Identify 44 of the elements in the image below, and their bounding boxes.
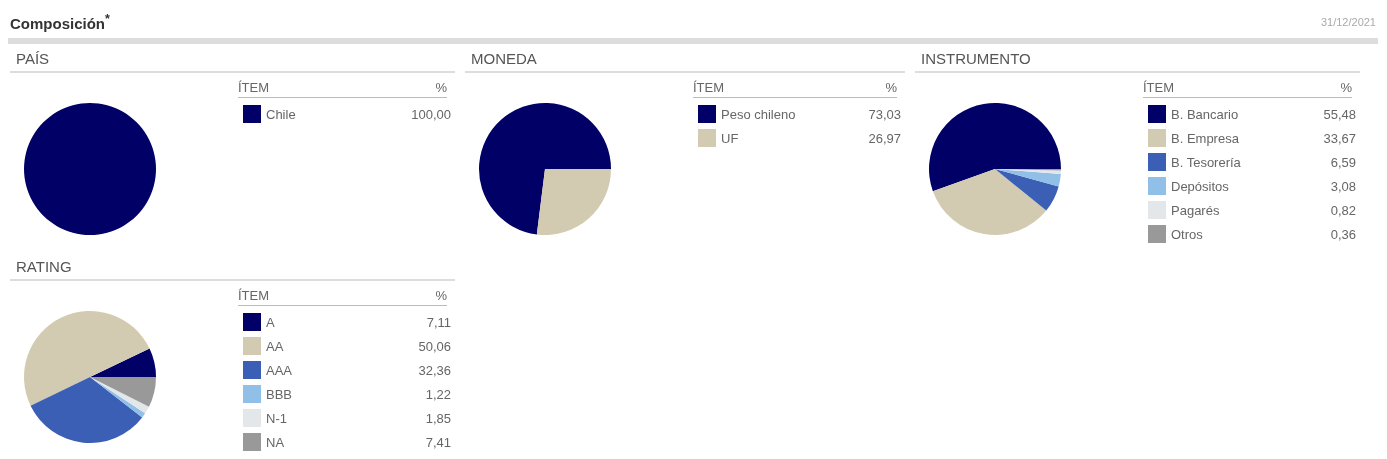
text: % (885, 80, 898, 95)
text: % (1340, 80, 1353, 95)
text: % (435, 288, 448, 303)
data-label: 1,85 (425, 410, 451, 426)
legend-label: Peso chileno (721, 106, 796, 122)
data-label: 32,36 (418, 362, 451, 378)
data-label: 50,06 (418, 338, 451, 354)
chart-title: MONEDA (465, 50, 905, 73)
legend-label: BBB (266, 386, 293, 402)
legend-label: Pagarés (1171, 202, 1220, 218)
data-label: 1,22 (425, 386, 451, 402)
data-label: 0,36 (1330, 226, 1356, 242)
data-label: 73,03 (868, 106, 901, 122)
data-label: 6,59 (1330, 154, 1356, 170)
data-label: 55,48 (1323, 106, 1356, 122)
chart-title: RATING (10, 258, 455, 281)
legend-label: AA (266, 338, 284, 354)
data-label: 100,00 (411, 106, 451, 122)
legend-label: A (266, 314, 275, 330)
chart-title: INSTRUMENTO (915, 50, 1360, 73)
data-label: 7,11 (426, 314, 451, 330)
data-label: 26,97 (868, 130, 901, 146)
data-label: 33,67 (1323, 130, 1356, 146)
text: 31/12/2021 (1320, 16, 1376, 28)
legend-title: ÍTEM (693, 80, 725, 95)
legend-label: Chile (266, 106, 296, 122)
legend-label: Depósitos (1171, 178, 1230, 194)
data-label: 3,08 (1330, 178, 1356, 194)
data-label: 0,82 (1330, 202, 1356, 218)
legend-label: AAA (266, 362, 293, 378)
legend-label: Otros (1171, 226, 1204, 242)
data-label: 7,41 (425, 434, 451, 450)
legend-label: B. Tesorería (1171, 154, 1242, 170)
legend-title: ÍTEM (238, 288, 270, 303)
chart-title: PAÍS (10, 50, 455, 73)
legend-title: ÍTEM (1143, 80, 1175, 95)
text: % (435, 80, 448, 95)
legend-label: B. Bancario (1171, 106, 1239, 122)
legend-label: NA (266, 434, 285, 450)
legend-label: B. Empresa (1171, 130, 1240, 146)
legend-title: ÍTEM (238, 80, 270, 95)
text: Composición$^{*}$ (10, 12, 110, 32)
legend-label: N-1 (266, 410, 287, 426)
legend-label: UF (721, 130, 739, 146)
